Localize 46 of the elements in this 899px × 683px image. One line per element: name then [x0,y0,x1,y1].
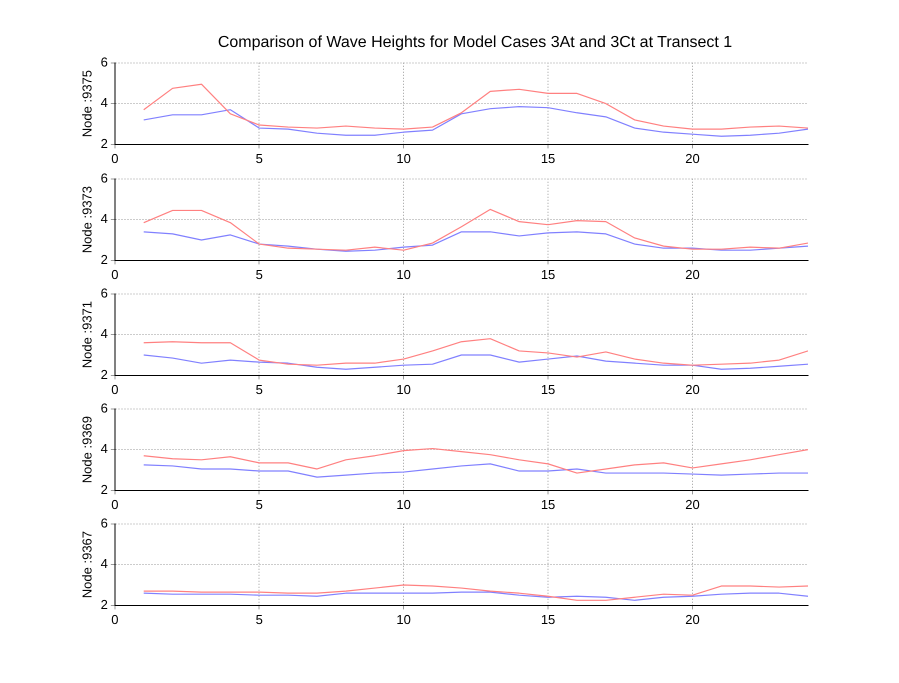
x-tick-label: 15 [540,612,556,627]
x-tick-label: 20 [685,612,700,627]
y-axis-title: Node :9369 [79,416,94,484]
x-tick-label: 0 [111,150,118,166]
x-tick-label: 20 [685,382,700,397]
x-tick-label: 10 [396,496,411,512]
y-tick-label: 4 [100,556,108,572]
y-tick-label: 4 [100,441,108,456]
y-tick-label: 6 [100,400,108,416]
x-tick-label: 15 [540,150,556,166]
x-tick-label: 0 [111,382,118,397]
x-tick-label: 15 [540,382,556,397]
x-tick-label: 5 [256,612,263,627]
y-axis-title: Node :9371 [79,300,94,368]
x-tick-label: 10 [396,612,411,627]
x-tick-label: 5 [256,496,263,512]
x-tick-label: 0 [111,496,118,512]
x-tick-label: 5 [256,266,263,282]
x-tick-label: 15 [540,496,556,512]
x-tick-label: 20 [685,150,700,166]
y-tick-label: 6 [100,170,108,186]
y-tick-label: 4 [100,95,108,110]
y-tick-label: 2 [100,366,108,382]
y-axis-title: Node :9373 [79,186,94,254]
y-tick-label: 2 [100,482,108,497]
y-axis-title: Node :9375 [79,70,94,138]
y-tick-label: 2 [100,596,108,612]
x-tick-label: 10 [396,382,411,397]
x-tick-label: 15 [540,266,556,282]
y-tick-label: 4 [100,211,108,226]
y-tick-label: 4 [100,326,108,342]
x-tick-label: 5 [256,150,263,166]
chart-title: Comparison of Wave Heights for Model Cases 3At and 3Ct at Transect 1 [216,34,734,52]
y-tick-label: 2 [100,252,108,267]
x-tick-label: 20 [685,496,700,512]
y-tick-label: 2 [100,136,108,151]
x-tick-label: 10 [396,266,411,282]
x-tick-label: 10 [396,150,411,166]
y-tick-label: 6 [100,515,108,530]
x-tick-label: 0 [111,266,118,282]
x-tick-label: 20 [685,266,700,282]
x-tick-label: 5 [256,382,263,397]
y-tick-label: 6 [100,54,108,70]
y-tick-label: 6 [100,285,108,300]
x-tick-label: 0 [111,612,118,627]
y-axis-title: Node :9367 [79,530,94,598]
